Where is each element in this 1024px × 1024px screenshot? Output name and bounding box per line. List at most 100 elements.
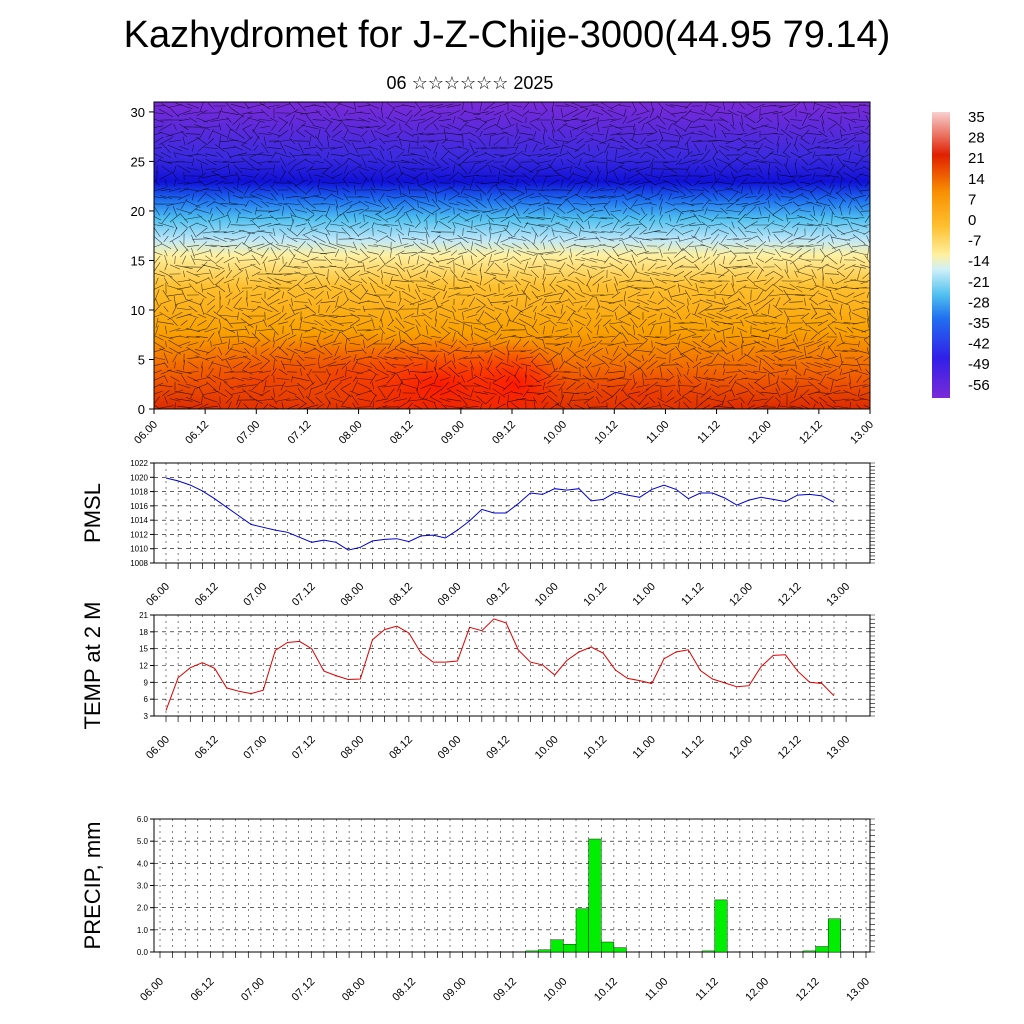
temp-y-tick-label-3: 12 — [139, 662, 148, 671]
temp-right-ticks — [870, 614, 875, 717]
temp-y-tick-label-2: 9 — [144, 678, 149, 687]
colorbar-label-11: -42 — [968, 336, 990, 353]
heatmap-x-tick-label-14: 13.00 — [848, 419, 876, 447]
temp-x-tick-label-2: 07.00 — [241, 734, 269, 762]
temp-series-line — [165, 618, 835, 711]
precip-bar-1 — [538, 949, 552, 953]
temp-x-tick-label-0: 06.00 — [144, 734, 172, 762]
precip-bar-9 — [714, 899, 728, 953]
precip-y-tick-label-4: 4.0 — [137, 859, 149, 868]
precip-x-tick-label-3: 07.12 — [289, 976, 317, 1004]
pmsl-x-tick-label-6: 09.00 — [436, 581, 464, 609]
temp-x-tick-label-1: 06.12 — [193, 734, 221, 762]
heatmap-x-tick-label-5: 08.12 — [388, 419, 416, 447]
pmsl-y-tick-label-3: 1014 — [130, 516, 148, 525]
precip-bar-12 — [828, 918, 842, 953]
colorbar-label-1: 28 — [968, 130, 985, 147]
pmsl-vgrid — [165, 463, 847, 563]
colorbar-label-5: 0 — [968, 212, 976, 229]
colorbar-label-0: 35 — [968, 109, 985, 126]
pmsl-x-tick-label-14: 13.00 — [824, 581, 852, 609]
heatmap-x-tick-label-13: 12.12 — [797, 419, 825, 447]
temp-x-tick-label-14: 13.00 — [824, 734, 852, 762]
precip-bar-5 — [588, 838, 602, 953]
temp-x-tick-label-6: 09.00 — [436, 734, 464, 762]
heatmap-x-tick-label-3: 07.12 — [286, 419, 314, 447]
temp-x-tick-label-8: 10.00 — [533, 734, 561, 762]
pmsl-x-tick-label-11: 11.12 — [679, 581, 706, 608]
precip-y-tick-label-3: 3.0 — [137, 882, 149, 891]
precip-bar-10 — [802, 950, 816, 953]
temp-y-axis-label: TEMP at 2 M — [80, 602, 105, 730]
precip-x-tick-label-14: 13.00 — [844, 976, 872, 1004]
precip-bar-3 — [563, 944, 577, 953]
precip-x-tick-label-0: 06.00 — [138, 976, 166, 1004]
temp-x-tick-label-5: 08.12 — [387, 734, 415, 762]
precip-bar-8 — [701, 950, 715, 953]
pmsl-x-tick-label-7: 09.12 — [484, 581, 512, 609]
temp-x-tick-label-7: 09.12 — [484, 734, 512, 762]
precip-y-tick-label-5: 5.0 — [137, 837, 149, 846]
precip-x-tick-label-4: 08.00 — [340, 976, 368, 1004]
pmsl-x-tick-label-0: 06.00 — [144, 581, 172, 609]
pmsl-y-tick-label-2: 1012 — [130, 530, 148, 539]
pmsl-x-tick-label-13: 12.12 — [776, 581, 804, 609]
heatmap-x-tick-label-2: 07.00 — [234, 419, 262, 447]
colorbar-label-7: -14 — [968, 253, 990, 270]
precip-x-tick-label-13: 12.12 — [794, 976, 822, 1004]
pmsl-y-tick-label-5: 1018 — [130, 488, 148, 497]
precip-x-tick-label-1: 06.12 — [189, 976, 217, 1004]
heatmap-y-tick-label-6: 30 — [131, 105, 145, 120]
precip-x-tick-label-5: 08.12 — [390, 976, 418, 1004]
precip-right-ticks — [870, 818, 875, 953]
colorbar-label-13: -56 — [968, 377, 990, 394]
pmsl-y-tick-label-0: 1008 — [130, 559, 148, 568]
temp-x-tick-label-11: 11.12 — [679, 734, 706, 761]
pmsl-y-axis-label: PMSL — [80, 483, 105, 543]
pmsl-x-ticks — [165, 563, 847, 569]
precip-x-tick-label-11: 11.12 — [693, 976, 720, 1003]
colorbar-label-3: 14 — [968, 171, 985, 188]
pmsl-x-tick-label-8: 10.00 — [533, 581, 561, 609]
heatmap-x-tick-label-6: 09.00 — [439, 419, 467, 447]
pmsl-right-ticks — [870, 462, 875, 564]
pmsl-y-tick-label-4: 1016 — [130, 502, 148, 511]
heatmap-y-tick-label-3: 15 — [131, 253, 145, 268]
colorbar-label-10: -35 — [968, 315, 990, 332]
colorbar-label-6: -7 — [968, 233, 981, 250]
pmsl-x-tick-label-1: 06.12 — [193, 581, 221, 609]
colorbar-label-4: 7 — [968, 191, 976, 208]
temp-x-tick-label-12: 12.00 — [727, 734, 755, 762]
chart-title: Kazhydromet for J-Z-Chije-3000(44.95 79.… — [123, 14, 891, 56]
precip-y-tick-label-1: 1.0 — [137, 926, 149, 935]
pmsl-y-tick-label-1: 1010 — [130, 545, 148, 554]
pmsl-frame — [153, 462, 871, 564]
heatmap-x-tick-label-0: 06.00 — [132, 419, 160, 447]
temp-x-tick-label-9: 10.12 — [581, 734, 609, 762]
heatmap-y-tick-label-1: 5 — [138, 352, 145, 367]
heatmap-x-tick-label-4: 08.00 — [337, 419, 365, 447]
precip-x-tick-label-8: 10.00 — [542, 976, 570, 1004]
heatmap-x-tick-label-10: 11.00 — [644, 419, 671, 446]
temp-x-ticks — [165, 716, 847, 722]
precip-x-tick-label-6: 09.00 — [441, 976, 469, 1004]
heatmap-x-tick-label-7: 09.12 — [490, 419, 518, 447]
colorbar-label-8: -21 — [968, 274, 990, 291]
pmsl-x-tick-label-2: 07.00 — [241, 581, 269, 609]
temp-x-tick-label-3: 07.12 — [290, 734, 318, 762]
temp-y-tick-label-1: 6 — [144, 695, 149, 704]
precip-bar-7 — [613, 947, 627, 953]
heatmap-x-tick-label-8: 10.00 — [541, 419, 569, 447]
heatmap-y-tick-label-4: 20 — [131, 204, 145, 219]
precip-y-tick-label-0: 0.0 — [137, 948, 149, 957]
precip-x-tick-label-10: 11.00 — [643, 976, 670, 1003]
pmsl-x-tick-label-5: 08.12 — [387, 581, 415, 609]
precip-vgrid — [159, 819, 867, 952]
heatmap-y-tick-label-0: 0 — [138, 402, 145, 417]
temp-x-tick-label-4: 08.00 — [338, 734, 366, 762]
temp-y-tick-label-4: 15 — [139, 645, 148, 654]
colorbar — [932, 112, 950, 398]
precip-bar-2 — [550, 939, 564, 953]
precip-x-tick-label-7: 09.12 — [491, 976, 519, 1004]
